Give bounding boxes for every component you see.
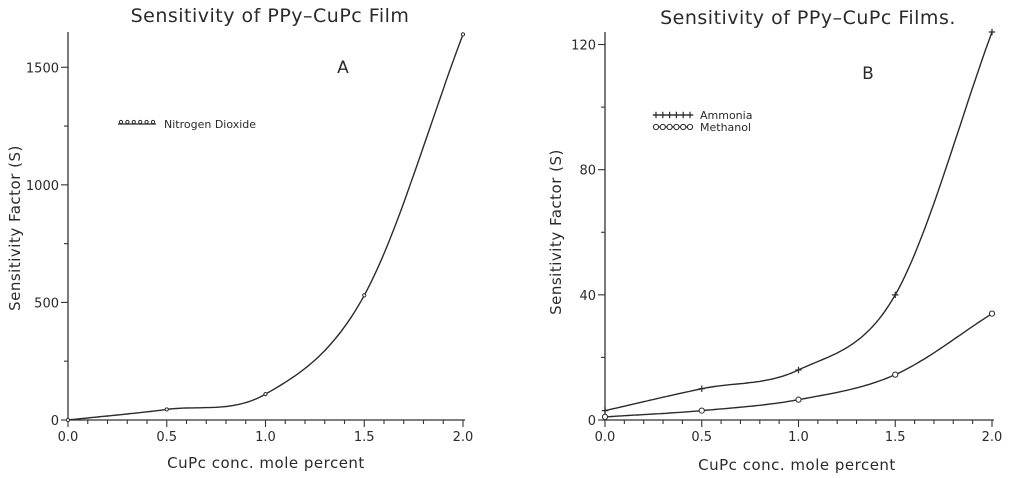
chart-a-data-point-nitrogen-dioxide: [460, 32, 466, 37]
chart-a-legend-label-nitrogen-dioxide: Nitrogen Dioxide: [164, 118, 256, 131]
chart-a-legend: Nitrogen Dioxide: [118, 118, 256, 131]
chart-b-axis-lines: [604, 32, 994, 421]
chart-b-x-tick-label: 1.0: [788, 430, 809, 445]
chart-panel-b: Sensitivity of PPy–CuPc Films. B CuPc co…: [547, 7, 1002, 474]
chart-a-legend-marker-nitrogen-dioxide: [150, 119, 156, 125]
chart-a-x-tick-label: 0.5: [156, 430, 177, 445]
chart-b-data-point-ammonia: [601, 407, 609, 414]
chart-a-data-point-nitrogen-dioxide: [362, 293, 367, 298]
chart-b-data-point-methanol: [698, 407, 705, 414]
chart-b-legend-marker-ammonia: [673, 111, 680, 119]
chart-b-legend-marker-methanol: [686, 123, 694, 131]
chart-b-data-point-ammonia: [988, 28, 996, 36]
chart-b-legend-label-methanol: Methanol: [700, 121, 751, 134]
chart-a-axis-lines: [67, 32, 465, 421]
chart-a-legend-marker-nitrogen-dioxide: [131, 119, 136, 125]
chart-b-data-point-methanol: [892, 371, 899, 378]
chart-b-x-tick-label: 1.5: [885, 430, 906, 445]
chart-a-x-tick-label: 1.0: [255, 430, 276, 445]
chart-b-title: Sensitivity of PPy–CuPc Films.: [660, 7, 956, 29]
chart-a-x-axis-label: CuPc conc. mole percent: [167, 454, 365, 472]
chart-a-ticks: 0.0 0.5 1.0 1.5 2.0 0 500 1000 1500: [26, 61, 473, 445]
chart-b-ticks: 0.0 0.5 1.0 1.5 2.0 0 40 80 120: [571, 39, 1002, 445]
chart-b-x-tick-label: 0.5: [691, 430, 712, 445]
chart-b-legend-marker-ammonia: [659, 111, 666, 119]
chart-b-data-point-methanol: [988, 310, 996, 317]
chart-a-x-tick-label: 2.0: [453, 430, 474, 445]
chart-a-series: [65, 32, 466, 423]
chart-b-axes: [604, 32, 994, 421]
chart-a-panel-letter: A: [337, 58, 349, 78]
chart-a-y-axis-label: Sensitivity Factor (S): [6, 145, 24, 311]
chart-a-legend-marker-nitrogen-dioxide: [138, 119, 143, 125]
chart-b-legend-marker-ammonia: [680, 111, 687, 119]
chart-b-y-tick-label: 40: [579, 289, 596, 304]
chart-a-data-point-nitrogen-dioxide: [164, 407, 169, 412]
chart-b-data-point-methanol: [795, 396, 802, 403]
chart-a-y-tick-label: 0: [51, 414, 59, 429]
chart-a-legend-marker-nitrogen-dioxide: [125, 119, 130, 125]
chart-b-legend-marker-methanol: [673, 123, 680, 131]
chart-b-y-tick-label: 0: [588, 414, 596, 429]
chart-b-legend-marker-ammonia: [666, 111, 673, 119]
chart-b-legend-label-ammonia: Ammonia: [700, 109, 752, 122]
chart-b-data-point-ammonia: [698, 385, 705, 392]
chart-b-series: [601, 28, 996, 420]
chart-b-legend-marker-ammonia: [652, 111, 660, 119]
chart-a-data-point-nitrogen-dioxide: [65, 417, 71, 423]
chart-b-data-point-ammonia: [795, 366, 802, 374]
chart-b-panel-letter: B: [862, 64, 874, 84]
chart-b-legend-marker-ammonia: [686, 111, 694, 119]
chart-a-axes: [67, 32, 465, 421]
chart-a-y-tick-label: 1000: [26, 179, 59, 194]
chart-a-y-tick-label: 1500: [26, 61, 59, 76]
chart-b-x-tick-label: 0.0: [595, 430, 616, 445]
chart-a-legend-marker-nitrogen-dioxide: [118, 119, 124, 125]
chart-b-x-axis-label: CuPc conc. mole percent: [698, 456, 896, 474]
chart-a-series-line-nitrogen-dioxide: [67, 34, 464, 421]
chart-b-data-point-ammonia: [892, 291, 899, 299]
chart-b-data-point-methanol: [601, 413, 609, 420]
chart-a-x-tick-label: 1.5: [354, 430, 375, 445]
chart-b-series-line-ammonia: [604, 31, 993, 412]
chart-b-legend-marker-methanol: [666, 123, 673, 131]
chart-a-y-tick-label: 500: [34, 296, 59, 311]
chart-b-y-tick-label: 80: [579, 164, 596, 179]
chart-a-x-tick-label: 0.0: [58, 430, 79, 445]
chart-b-legend-marker-methanol: [652, 123, 660, 131]
chart-b-x-tick-label: 2.0: [982, 430, 1003, 445]
chart-panel-a: Sensitivity of PPy–CuPc Film A CuPc conc…: [6, 5, 473, 472]
chart-a-legend-marker-nitrogen-dioxide: [144, 119, 149, 125]
chart-b-legend-marker-methanol: [680, 123, 687, 131]
chart-b-y-tick-label: 120: [571, 39, 596, 54]
chart-a-title: Sensitivity of PPy–CuPc Film: [131, 5, 410, 27]
chart-b-y-axis-label: Sensitivity Factor (S): [547, 149, 565, 315]
chart-a-data-point-nitrogen-dioxide: [263, 392, 268, 397]
chart-b-legend-marker-methanol: [659, 123, 666, 131]
